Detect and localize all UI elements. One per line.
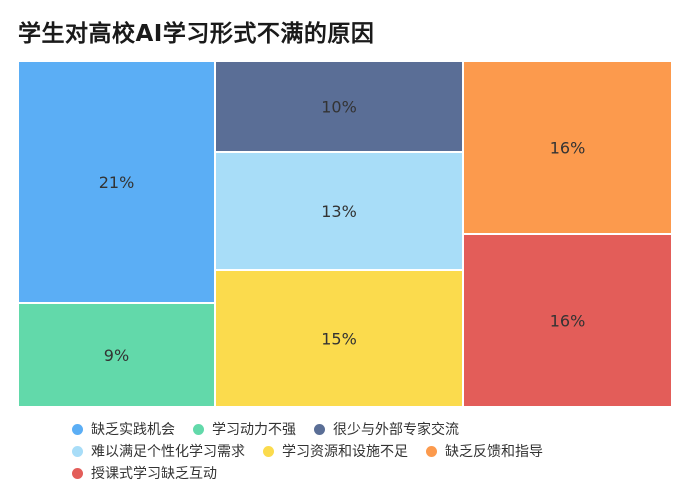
legend-label-5: 学习资源和设施不足: [282, 444, 408, 460]
tile-2: [19, 304, 214, 406]
legend-swatch-2: [193, 423, 204, 435]
tile-7: [464, 235, 671, 406]
tile-value-label-1: 21%: [99, 173, 135, 192]
tile-3: [216, 62, 462, 151]
legend-item-7[interactable]: 授课式学习缺乏互动: [72, 462, 217, 484]
legend-swatch-3: [314, 423, 325, 435]
legend-item-3[interactable]: 很少与外部专家交流: [314, 418, 459, 440]
legend-swatch-1: [72, 423, 83, 435]
legend-item-5[interactable]: 学习资源和设施不足: [263, 440, 408, 462]
legend: 缺乏实践机会 学习动力不强 很少与外部专家交流难以满足个性化学习需求 学习资源和设施不…: [72, 418, 672, 484]
tile-value-label-6: 16%: [550, 139, 586, 158]
tile-value-label-3: 10%: [321, 98, 357, 117]
legend-item-4[interactable]: 难以满足个性化学习需求: [72, 440, 245, 462]
tile-1: [19, 62, 214, 302]
legend-item-6[interactable]: 缺乏反馈和指导: [426, 440, 543, 462]
tile-value-label-4: 13%: [321, 202, 357, 221]
tile-4: [216, 153, 462, 269]
tile-value-label-2: 9%: [104, 346, 129, 365]
legend-swatch-7: [72, 467, 83, 479]
legend-label-7: 授课式学习缺乏互动: [91, 466, 217, 482]
legend-swatch-4: [72, 445, 83, 457]
legend-label-2: 学习动力不强: [212, 422, 296, 438]
legend-item-2[interactable]: 学习动力不强: [193, 418, 296, 440]
tile-value-label-7: 16%: [550, 312, 586, 331]
legend-label-1: 缺乏实践机会: [91, 422, 175, 438]
chart-title: 学生对高校AI学习形式不满的原因: [18, 21, 375, 47]
legend-label-4: 难以满足个性化学习需求: [91, 444, 245, 460]
legend-swatch-5: [263, 445, 274, 457]
legend-label-3: 很少与外部专家交流: [333, 422, 459, 438]
tile-5: [216, 271, 462, 406]
legend-swatch-6: [426, 445, 437, 457]
legend-item-1[interactable]: 缺乏实践机会: [72, 418, 175, 440]
tile-6: [464, 62, 671, 233]
tile-value-label-5: 15%: [321, 330, 357, 349]
legend-label-6: 缺乏反馈和指导: [445, 444, 543, 460]
treemap-chart: 21% 9% 10% 13% 15% 16% 16%: [19, 62, 671, 406]
